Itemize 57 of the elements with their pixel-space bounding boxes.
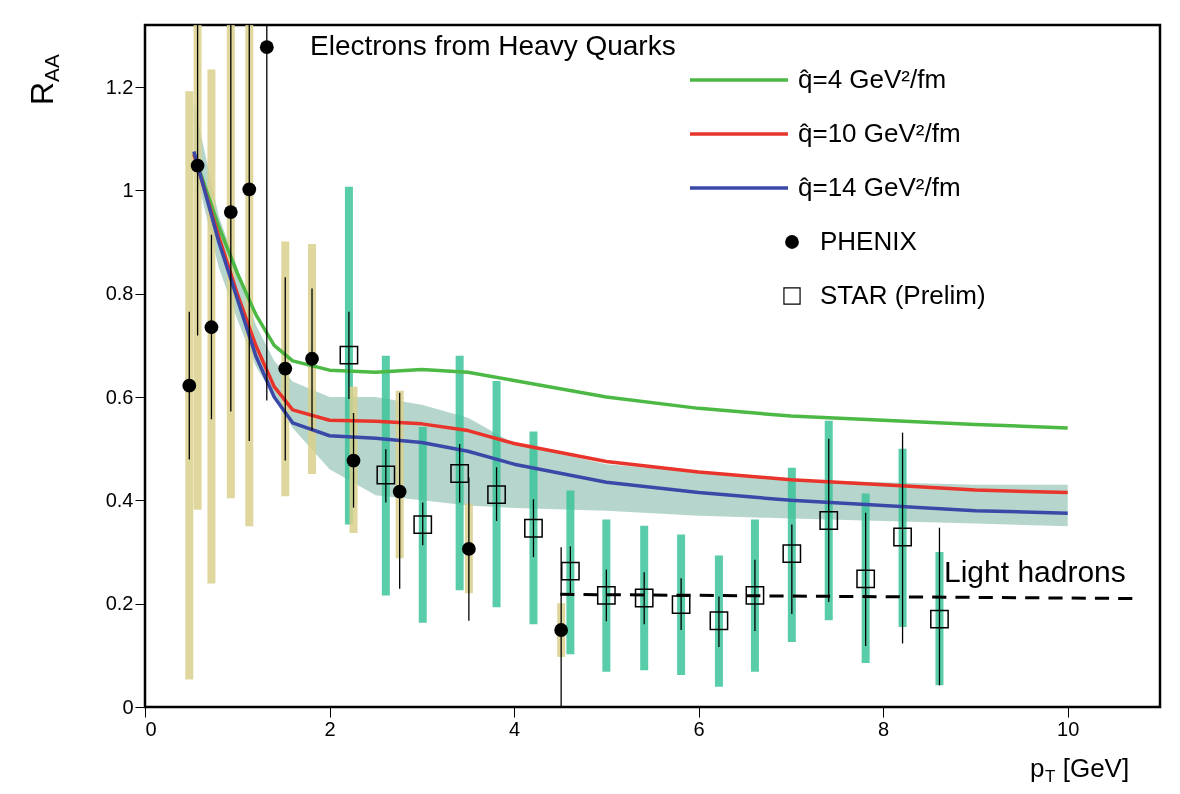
point (182, 378, 197, 393)
point (524, 518, 543, 538)
point (259, 40, 274, 55)
y-axis-title: RAA (24, 54, 63, 105)
point (782, 544, 802, 563)
point (392, 484, 407, 499)
bar (602, 519, 611, 672)
y-tick-label: 1 (122, 178, 134, 201)
point (856, 569, 876, 589)
y-tick-label: 0.4 (105, 488, 134, 511)
point (893, 527, 912, 547)
legend-label: q̂=4 GeV²/fm (798, 64, 947, 94)
y-tick-label: 0.2 (105, 592, 134, 615)
point (204, 320, 219, 335)
point (339, 345, 359, 365)
point (242, 182, 257, 197)
annotation: Light hadrons (944, 555, 1126, 588)
point (745, 585, 765, 605)
x-tick-label: 2 (324, 717, 336, 740)
bar (492, 380, 501, 608)
point (346, 453, 361, 468)
chart-title: Electrons from Heavy Quarks (310, 30, 676, 61)
point (223, 205, 238, 219)
bar (566, 490, 575, 655)
point (671, 595, 691, 615)
legend-label: STAR (Prelim) (820, 280, 986, 310)
point (819, 511, 839, 530)
x-tick-label: 0 (145, 717, 157, 740)
x-tick-label: 10 (1057, 717, 1080, 740)
point (709, 611, 729, 631)
point (305, 351, 319, 366)
point (634, 588, 654, 608)
y-tick-label: 0 (122, 695, 134, 718)
bar (640, 525, 649, 671)
point (554, 623, 569, 637)
point (461, 542, 476, 556)
legend-label: q̂=10 GeV²/fm (798, 118, 961, 148)
y-tick-label: 1.2 (105, 75, 134, 98)
bar (529, 431, 538, 625)
point (376, 465, 396, 485)
y-tick-label: 0.6 (105, 385, 134, 408)
x-tick-label: 8 (878, 717, 890, 740)
point (413, 515, 433, 535)
legend-label: q̂=14 GeV²/fm (798, 172, 961, 202)
point (596, 585, 616, 605)
point (930, 609, 949, 629)
bar (418, 426, 427, 623)
x-tick-label: 4 (509, 717, 521, 740)
point (278, 361, 293, 376)
point (190, 158, 205, 173)
x-tick-label: 6 (693, 717, 705, 740)
y-tick-label: 0.8 (105, 282, 134, 305)
point (450, 464, 470, 483)
point (560, 561, 580, 581)
legend-label: PHENIX (820, 226, 917, 256)
point (487, 485, 506, 505)
bar (381, 355, 390, 596)
